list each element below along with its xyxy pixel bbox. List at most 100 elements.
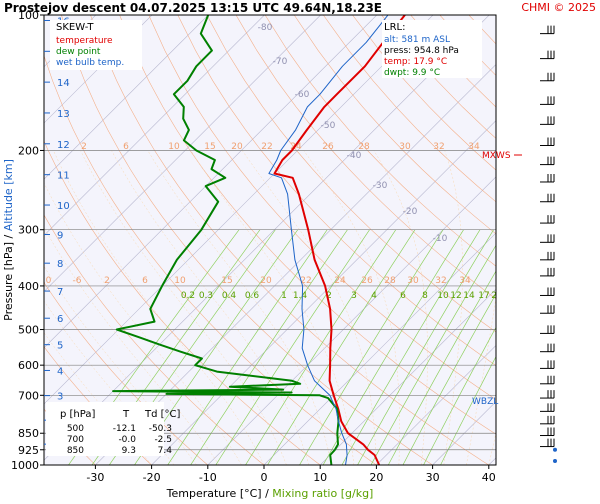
mixing-ratio-label: 8	[422, 291, 428, 301]
altitude-tick-label: 6	[57, 314, 63, 325]
wind-barb	[540, 234, 554, 242]
isotherm-line	[545, 15, 600, 465]
mixing-ratio-label: 6	[400, 291, 406, 301]
lrl-altitude: alt: 581 m ASL	[384, 35, 450, 45]
mixing-ratio-label: 3	[351, 291, 357, 301]
plot-background	[44, 15, 496, 465]
table-row: 500 -12.1 -50.3	[67, 424, 172, 434]
wind-barb	[540, 157, 554, 165]
wind-barb	[540, 376, 554, 384]
altitude-tick-label: 8	[57, 259, 63, 270]
wind-barb	[540, 439, 554, 447]
altitude-tick-label: 10	[57, 201, 70, 212]
wind-barb	[540, 51, 554, 59]
wind-barb	[540, 428, 554, 436]
isotherm-label: -20	[403, 207, 418, 217]
svg-text:-2.5: -2.5	[154, 435, 172, 445]
altitude-tick-label: 11	[57, 171, 70, 182]
svg-text:700: 700	[67, 435, 84, 445]
wind-barb	[540, 138, 554, 146]
x-tick-label: 40	[482, 471, 496, 484]
legend-wet-bulb: wet bulb temp.	[56, 58, 124, 68]
barb-calm-dot	[553, 448, 557, 452]
altitude-tick-label: 3	[57, 392, 63, 403]
x-axis-label: Temperature [°C] / Mixing ratio [g/kg]	[166, 487, 374, 500]
legend-title: SKEW-T	[56, 22, 94, 33]
pressure-tick-label: 500	[18, 324, 39, 337]
mixing-ratio-label: 10	[437, 291, 449, 301]
wind-barb	[540, 344, 554, 352]
dry-adiabat-label: 26	[361, 276, 373, 286]
wind-barb	[540, 268, 554, 276]
table-header-t: T	[122, 409, 130, 420]
legend-temperature: temperature	[56, 36, 113, 46]
altitude-tick-label: 9	[57, 231, 63, 242]
dry-adiabat-label: 2	[104, 276, 110, 286]
copyright: CHMI © 2025	[521, 1, 596, 14]
isotherm-label: -30	[373, 181, 388, 191]
mixing-ratio-label: 0.3	[199, 291, 213, 301]
dry-adiabat-label: 34	[459, 276, 471, 286]
dry-adiabat-label: -6	[73, 276, 82, 286]
mixing-ratio-label: 0.6	[245, 291, 260, 301]
isotherm-line	[489, 15, 600, 465]
pressure-tick-label: 700	[18, 389, 39, 402]
pressure-tick-label: 200	[18, 144, 39, 157]
dry-adiabat-label: 26	[322, 142, 334, 152]
lrl-title: LRL:	[384, 22, 405, 33]
x-tick-label: -20	[143, 471, 161, 484]
mixing-ratio-label: 1.4	[293, 291, 308, 301]
isotherm-label: -60	[295, 90, 310, 100]
mixing-ratio-label: 12	[450, 291, 461, 301]
dry-adiabat-label: 20	[231, 142, 243, 152]
wind-barb	[540, 360, 554, 368]
isotherm-label: -70	[273, 57, 288, 67]
wind-barb	[540, 305, 554, 313]
x-tick-label: 0	[261, 471, 268, 484]
pressure-tick-label: 300	[18, 224, 39, 237]
lrl-temperature: temp: 17.9 °C	[384, 57, 447, 67]
mixing-ratio-label: 1	[281, 291, 287, 301]
dry-adiabat-label: 15	[221, 276, 232, 286]
wind-barb	[540, 116, 554, 124]
barb-calm-dot	[553, 459, 557, 463]
dry-adiabat	[556, 15, 600, 465]
dry-adiabat-label: 20	[260, 276, 272, 286]
wind-barb	[540, 174, 554, 182]
dry-adiabat	[498, 15, 600, 465]
dry-adiabat-label: 22	[261, 142, 272, 152]
wind-barb	[540, 287, 554, 295]
dry-adiabat-label: 30	[407, 276, 419, 286]
wind-barb	[540, 403, 554, 411]
isotherm-label: -50	[321, 121, 336, 131]
dry-adiabat-label: 15	[204, 142, 215, 152]
mixing-ratio-label: 0.2	[181, 291, 195, 301]
table-row: 700 -0.0 -2.5	[67, 435, 172, 445]
wind-barb	[540, 194, 554, 202]
dry-adiabat	[527, 15, 600, 465]
mixing-ratio-label: 20	[491, 291, 503, 301]
pressure-tick-label: 925	[18, 444, 39, 457]
lrl-pressure: press: 954.8 hPa	[384, 46, 459, 56]
y-axis-label: Pressure [hPa] / Altitude [km]	[2, 159, 15, 321]
mixing-ratio-label: 25	[509, 291, 520, 301]
svg-text:850: 850	[67, 446, 84, 456]
moist-adiabat	[489, 151, 557, 466]
altitude-tick-label: 14	[57, 78, 70, 89]
wind-barb	[540, 96, 554, 104]
isotherm-label: -80	[258, 23, 273, 33]
table-header-p: p [hPa]	[60, 409, 95, 420]
legend-dew-point: dew point	[56, 47, 101, 57]
isotherm-label: -10	[433, 234, 448, 244]
pressure-tick-label: 850	[18, 427, 39, 440]
x-tick-label: 30	[426, 471, 440, 484]
wind-barb	[540, 416, 554, 424]
dry-adiabat-label: 32	[435, 276, 446, 286]
svg-text:-50.3: -50.3	[149, 424, 172, 434]
mixing-ratio-label: 14	[463, 291, 475, 301]
dry-adiabat-label: 10	[168, 142, 180, 152]
altitude-tick-label: 12	[57, 140, 70, 151]
pressure-tick-label: 1000	[11, 459, 39, 472]
